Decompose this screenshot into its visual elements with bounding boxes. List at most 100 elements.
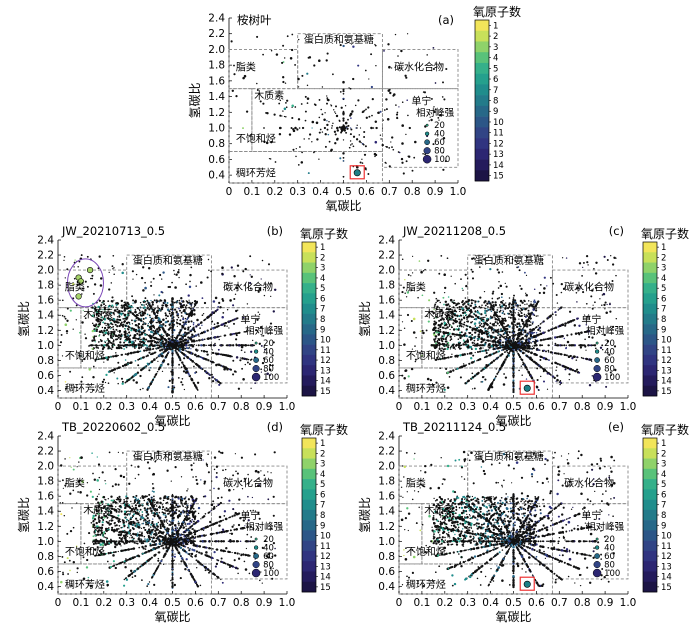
- data-point: [577, 317, 580, 320]
- data-point: [354, 104, 357, 107]
- data-point: [180, 311, 183, 314]
- data-point: [135, 273, 138, 276]
- data-point: [197, 344, 200, 347]
- data-point: [153, 339, 155, 342]
- data-point: [352, 45, 355, 48]
- data-point: [336, 126, 339, 130]
- y-axis-label: 氢碳比: [16, 301, 31, 337]
- data-point: [101, 316, 104, 319]
- data-point: [300, 103, 303, 105]
- data-point: [121, 364, 125, 368]
- data-point: [471, 270, 474, 273]
- data-point: [401, 142, 404, 145]
- data-point: [326, 123, 329, 127]
- data-point: [499, 284, 503, 288]
- data-point: [159, 364, 163, 367]
- data-point: [523, 313, 526, 316]
- data-point: [193, 305, 196, 308]
- data-point: [495, 324, 497, 327]
- colorbar-swatch: [475, 30, 489, 42]
- data-point: [239, 357, 242, 359]
- y-tick-label: 1.8: [208, 60, 225, 72]
- data-point: [133, 345, 136, 348]
- data-point: [110, 336, 113, 339]
- data-point: [346, 125, 348, 128]
- data-point: [452, 369, 455, 372]
- data-point: [199, 356, 202, 358]
- data-point: [390, 141, 392, 143]
- data-point: [185, 308, 187, 310]
- y-tick-label: 0.4: [208, 170, 225, 182]
- data-point: [84, 333, 86, 335]
- data-point: [131, 340, 135, 343]
- data-point: [144, 297, 147, 300]
- data-point: [364, 109, 366, 112]
- data-point: [171, 315, 174, 317]
- data-point: [453, 299, 455, 302]
- data-point: [164, 321, 167, 324]
- data-point: [331, 125, 333, 127]
- data-point: [90, 277, 92, 280]
- data-point: [355, 138, 359, 141]
- data-point: [200, 349, 203, 352]
- data-point: [184, 258, 187, 261]
- data-point: [140, 276, 144, 280]
- data-point: [115, 328, 118, 331]
- data-point: [127, 334, 130, 337]
- data-point: [497, 356, 500, 359]
- data-point: [487, 306, 489, 308]
- data-point: [69, 370, 72, 373]
- data-point: [469, 351, 473, 355]
- data-point: [103, 361, 105, 363]
- data-point: [133, 374, 136, 377]
- data-point: [101, 302, 103, 304]
- data-point: [171, 388, 174, 390]
- data-point: [449, 328, 451, 331]
- data-point: [93, 283, 97, 286]
- data-point: [437, 117, 440, 119]
- data-point: [495, 368, 497, 370]
- data-point: [464, 332, 467, 335]
- data-point: [279, 114, 282, 117]
- data-point: [157, 346, 160, 350]
- data-point: [383, 109, 386, 111]
- data-point: [591, 360, 593, 362]
- colorbar-tick-label: 13: [493, 150, 504, 160]
- x-tick-label: 0.7: [381, 186, 398, 198]
- data-point: [364, 69, 367, 72]
- data-point: [203, 301, 207, 305]
- data-point: [372, 127, 375, 129]
- data-point: [591, 375, 594, 377]
- data-point: [154, 307, 156, 310]
- data-point: [151, 380, 153, 383]
- data-point: [239, 359, 242, 362]
- data-point: [151, 301, 154, 304]
- y-tick-label: 0.6: [208, 154, 225, 166]
- size-legend-label: 40: [434, 130, 445, 140]
- region-label-tannin: 单宁: [411, 94, 431, 107]
- data-point: [237, 309, 239, 311]
- data-point: [162, 271, 165, 274]
- data-point: [97, 347, 100, 349]
- data-point: [66, 332, 68, 335]
- colorbar-tick-label: 6: [320, 294, 325, 304]
- data-point: [197, 333, 200, 336]
- data-point: [383, 50, 385, 52]
- colorbar-tick-label: 15: [493, 172, 504, 182]
- data-point: [185, 300, 188, 302]
- data-point: [173, 273, 176, 275]
- data-point: [263, 294, 266, 297]
- data-point: [327, 98, 330, 102]
- data-point: [205, 344, 208, 346]
- data-point: [311, 120, 315, 124]
- data-point: [246, 361, 249, 364]
- data-point: [345, 131, 348, 134]
- data-point: [234, 370, 237, 373]
- data-point: [164, 339, 168, 342]
- data-point: [528, 331, 531, 334]
- data-point: [132, 379, 135, 382]
- data-point: [141, 367, 145, 370]
- data-point: [191, 333, 194, 336]
- data-point: [462, 363, 465, 365]
- data-point: [69, 309, 72, 312]
